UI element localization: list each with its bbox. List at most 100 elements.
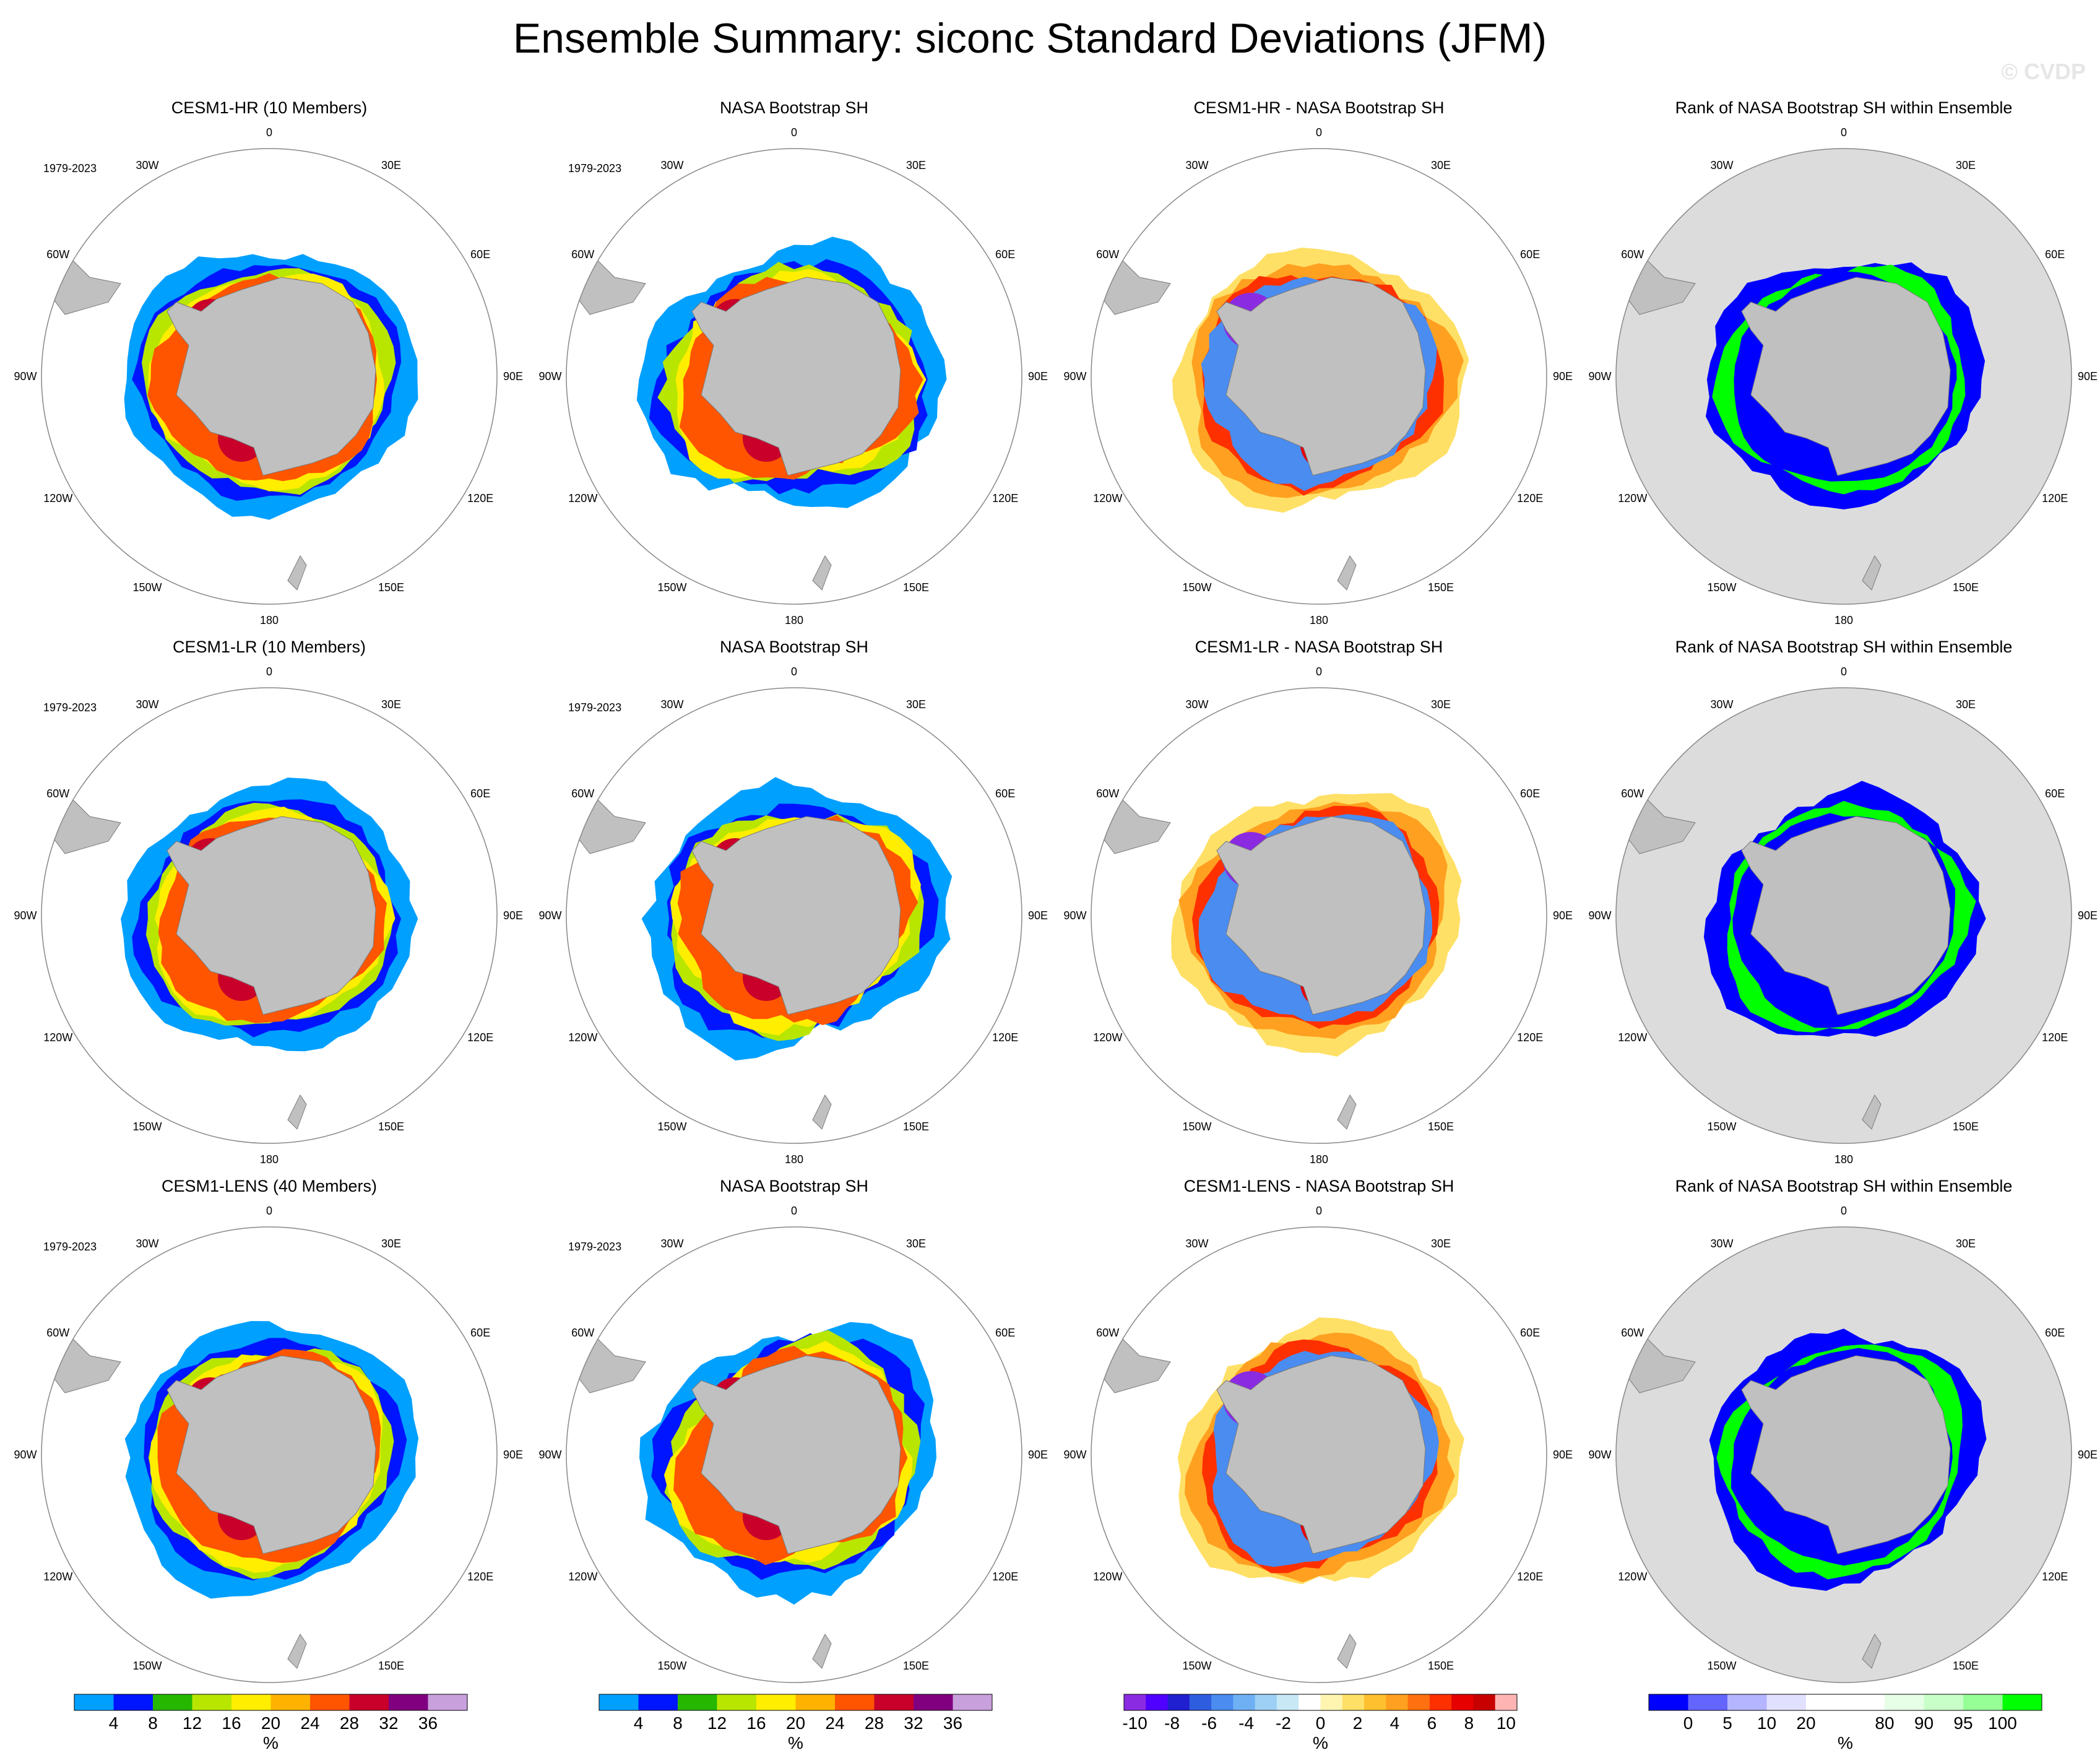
- colorbar-tick-label: 0: [1316, 1713, 1326, 1733]
- longitude-label: 120W: [43, 492, 72, 505]
- colorbar-tick-label: 2: [1353, 1713, 1363, 1733]
- longitude-label: 120E: [992, 492, 1018, 505]
- antarctica-land: [1741, 1355, 1951, 1554]
- longitude-label: 60W: [571, 1327, 594, 1339]
- colorbar-swatch: [349, 1694, 389, 1710]
- longitude-label: 30W: [136, 1237, 158, 1250]
- new-zealand-land: [287, 1634, 307, 1669]
- colorbar-tick-label: 24: [300, 1713, 319, 1733]
- longitude-label: 150W: [1182, 1660, 1211, 1672]
- antarctica-land: [1216, 1355, 1426, 1554]
- longitude-label: 0: [1841, 665, 1847, 678]
- colorbar-tick-label: 80: [1875, 1713, 1894, 1733]
- colorbar-swatch: [678, 1694, 717, 1710]
- period-label: 1979-2023: [43, 1241, 97, 1253]
- colorbar-swatch: [1766, 1694, 1807, 1710]
- longitude-label: 60W: [571, 787, 594, 800]
- longitude-label: 60E: [1520, 248, 1540, 261]
- colorbar-tick-label: 36: [943, 1713, 962, 1733]
- colorbar-swatch: [1167, 1694, 1190, 1710]
- colorbar-swatch: [1386, 1694, 1409, 1710]
- colorbar-swatch: [389, 1694, 428, 1710]
- colorbar-swatch: [1688, 1694, 1728, 1710]
- map-field: [1091, 248, 1469, 591]
- colorbar-swatch: [1364, 1694, 1386, 1710]
- colorbar-swatch: [1276, 1694, 1299, 1710]
- colorbar-swatch: [717, 1694, 757, 1710]
- colorbar-row: 4 8 12 16 20 24 28 32 36%4 8 12 16 20 24 28 32 36%-10 -8-…: [74, 1694, 2042, 1752]
- colorbar-tick-label: -4: [1238, 1713, 1254, 1733]
- new-zealand-land: [1337, 1094, 1357, 1130]
- longitude-label: 30W: [1185, 1237, 1208, 1250]
- map-panel: 030E60E90E120E150E180150W120W90W60W30WRa…: [1588, 1177, 2098, 1705]
- longitude-label: 150E: [378, 581, 404, 594]
- longitude-label: 30W: [660, 1237, 683, 1250]
- antarctica-land: [691, 277, 901, 476]
- longitude-label: 60W: [1096, 248, 1119, 261]
- colorbar-tick-label: 8: [1464, 1713, 1474, 1733]
- longitude-label: 30E: [381, 698, 401, 711]
- longitude-label: 180: [785, 1153, 803, 1166]
- longitude-label: 150W: [132, 581, 162, 594]
- longitude-label: 120W: [43, 1031, 72, 1044]
- period-label: 1979-2023: [568, 1241, 621, 1253]
- colorbar: 4 8 12 16 20 24 28 32 36%: [74, 1694, 468, 1752]
- longitude-label: 30W: [660, 698, 683, 711]
- new-zealand-land: [1862, 555, 1882, 591]
- colorbar-tick-label: 6: [1427, 1713, 1437, 1733]
- longitude-label: 30W: [1185, 698, 1208, 711]
- longitude-label: 150E: [1428, 581, 1454, 594]
- longitude-label: 90E: [1028, 909, 1048, 922]
- longitude-label: 90W: [1063, 909, 1086, 922]
- colorbar-swatch: [1924, 1694, 1964, 1710]
- longitude-label: 90E: [2078, 1449, 2098, 1461]
- colorbar-swatch: [113, 1694, 153, 1710]
- colorbar-unit: %: [1313, 1733, 1328, 1752]
- colorbar-swatch: [1806, 1694, 1846, 1710]
- map-border: [41, 148, 498, 605]
- longitude-label: 120W: [1093, 1031, 1122, 1044]
- colorbar-frame: [74, 1694, 468, 1711]
- longitude-label: 30E: [906, 1237, 926, 1250]
- longitude-label: 0: [791, 1205, 797, 1217]
- longitude-label: 0: [791, 126, 797, 139]
- longitude-label: 30E: [1956, 1237, 1976, 1250]
- longitude-label: 180: [1834, 614, 1853, 626]
- colorbar-tick-label: 8: [148, 1713, 158, 1733]
- new-zealand-land: [287, 555, 307, 591]
- colorbar-tick-label: 20: [1796, 1713, 1815, 1733]
- longitude-label: 30E: [381, 159, 401, 171]
- colorbar-tick-label: 28: [340, 1713, 359, 1733]
- colorbar-swatch: [1649, 1694, 1688, 1710]
- longitude-label: 120W: [568, 1031, 597, 1044]
- map-border: [41, 1226, 498, 1683]
- longitude-label: 90E: [503, 1449, 523, 1461]
- colorbar-unit: %: [1838, 1733, 1853, 1752]
- new-zealand-land: [1862, 1634, 1882, 1669]
- map-border: [566, 1226, 1022, 1683]
- longitude-label: 180: [1310, 614, 1328, 626]
- longitude-label: 30E: [1956, 698, 1976, 711]
- longitude-label: 120E: [992, 1031, 1018, 1044]
- colorbar-unit: %: [263, 1733, 279, 1752]
- colorbar-frame: [1123, 1694, 1518, 1711]
- longitude-label: 150W: [132, 1660, 162, 1672]
- map-field: [1616, 1328, 1987, 1669]
- period-label: 1979-2023: [43, 701, 97, 714]
- longitude-label: 30E: [906, 698, 926, 711]
- panel-title: CESM1-HR (10 Members): [171, 98, 368, 117]
- cvdp-watermark: © CVDP: [2001, 59, 2086, 84]
- longitude-label: 120E: [1517, 1031, 1543, 1044]
- longitude-label: 30E: [1431, 698, 1451, 711]
- colorbar-tick-label: -6: [1201, 1713, 1217, 1733]
- longitude-label: 30E: [1431, 159, 1451, 171]
- panel-title: CESM1-LR (10 Members): [173, 638, 366, 656]
- colorbar-tick-label: 36: [418, 1713, 438, 1733]
- colorbar-swatch: [1845, 1694, 1885, 1710]
- map-panel: 0 30E 60E 90E 120E 150E 180 150W 120W 90W 60W 30W CE…: [1063, 98, 1573, 626]
- colorbar-swatch: [231, 1694, 271, 1710]
- longitude-label: 90W: [1063, 370, 1086, 383]
- colorbar-tick-label: 24: [825, 1713, 844, 1733]
- colorbar-swatch: [1211, 1694, 1234, 1710]
- longitude-label: 150E: [903, 581, 929, 594]
